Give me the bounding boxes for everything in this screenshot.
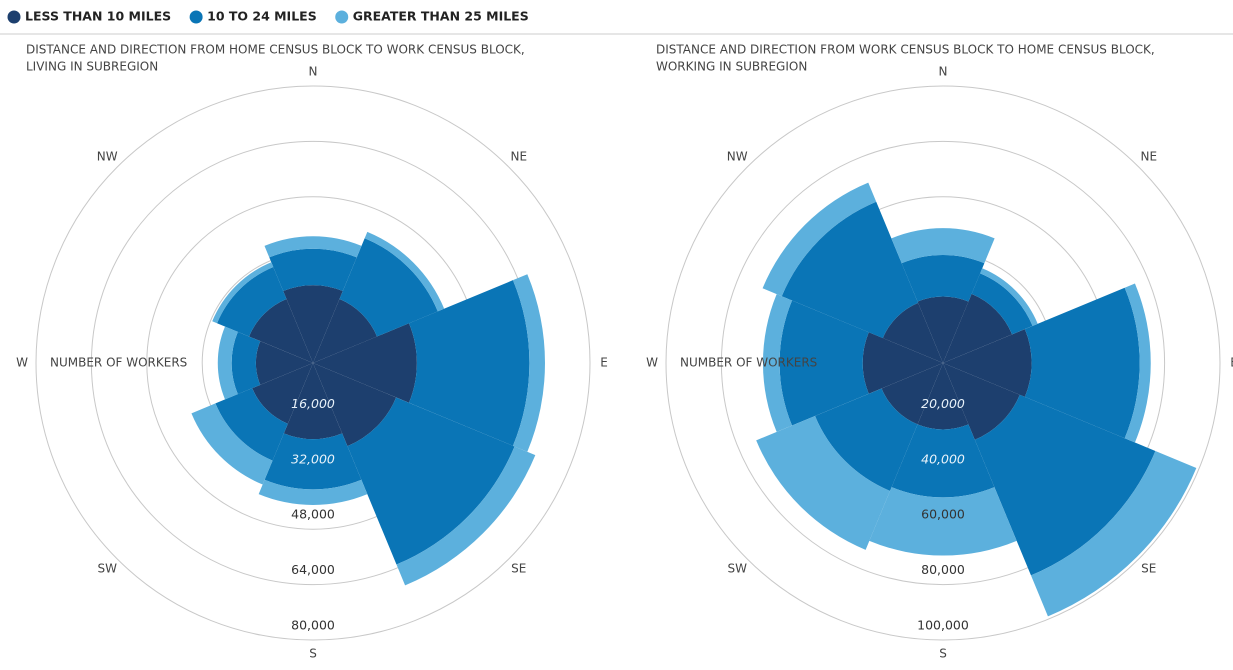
direction-label: NE — [1140, 150, 1157, 164]
wedge — [258, 479, 368, 505]
r-tick-label: 60,000 — [921, 507, 965, 522]
direction-label: W — [646, 356, 658, 370]
wedge — [269, 248, 357, 292]
wedge — [347, 397, 515, 565]
r-tick-label: 80,000 — [921, 562, 965, 577]
wedge — [1030, 450, 1197, 617]
wedge — [191, 403, 273, 485]
direction-label: SE — [1141, 561, 1156, 575]
wedge — [215, 388, 288, 461]
axis-label: NUMBER OF WORKERS — [680, 356, 817, 370]
wedge — [212, 262, 274, 324]
wedge — [901, 254, 985, 302]
direction-label: N — [939, 65, 948, 79]
direction-label: N — [309, 65, 318, 79]
wedge — [264, 236, 362, 258]
wedge — [283, 285, 343, 363]
r-tick-label: 80,000 — [291, 618, 335, 633]
direction-label: W — [16, 356, 28, 370]
r-tick-label: 20,000 — [921, 396, 965, 411]
direction-label: NW — [97, 150, 118, 164]
wedge — [1124, 283, 1151, 443]
wedge — [231, 331, 261, 395]
direction-label: S — [309, 647, 317, 661]
wedge — [779, 300, 869, 426]
wedge — [881, 363, 943, 425]
wedge — [891, 228, 995, 264]
r-tick-label: 40,000 — [921, 451, 965, 466]
wedge — [364, 231, 445, 312]
wedge — [815, 388, 918, 491]
direction-label: E — [1230, 356, 1233, 370]
direction-label: SE — [511, 561, 526, 575]
legend-swatch — [335, 10, 349, 24]
direction-label: E — [600, 356, 608, 370]
wedge — [217, 267, 287, 337]
wedge — [943, 329, 1032, 397]
wedge — [917, 363, 969, 430]
wedge — [217, 326, 238, 400]
wedge — [512, 274, 545, 452]
wedge — [943, 363, 1020, 440]
legend-label: GREATER THAN 25 MILES — [353, 9, 529, 24]
wedge — [943, 293, 1013, 363]
wedge — [252, 363, 313, 424]
legend-swatch — [189, 10, 203, 24]
chart-subtitle: WORKING IN SUBREGION — [656, 60, 807, 74]
wedge — [756, 416, 890, 550]
wedge — [313, 299, 377, 363]
direction-label: SW — [727, 561, 747, 575]
wedge — [980, 268, 1038, 326]
grid-ring — [665, 85, 1221, 641]
wedge — [762, 182, 877, 297]
wedge — [974, 394, 1156, 576]
direction-label: NE — [510, 150, 527, 164]
legend-label: LESS THAN 10 MILES — [25, 9, 171, 24]
wedge — [869, 487, 1017, 556]
wedge — [408, 280, 530, 446]
grid-ring — [35, 85, 591, 641]
legend-swatch — [7, 10, 21, 24]
direction-label: SW — [97, 561, 117, 575]
wedge — [313, 363, 397, 447]
chart-subtitle: DISTANCE AND DIRECTION FROM HOME CENSUS … — [26, 43, 525, 57]
wedge — [1024, 287, 1140, 439]
grid-ring — [720, 140, 1166, 586]
r-tick-label: 16,000 — [291, 396, 335, 411]
wedge — [255, 341, 313, 385]
wedge — [971, 273, 1033, 335]
wedge — [339, 238, 438, 337]
wedge — [249, 299, 313, 363]
wedge — [917, 296, 969, 363]
r-tick-label: 48,000 — [291, 507, 335, 522]
wedge — [264, 433, 362, 490]
wedge — [781, 201, 919, 339]
chart-subtitle: DISTANCE AND DIRECTION FROM WORK CENSUS … — [656, 43, 1155, 57]
legend-label: 10 TO 24 MILES — [207, 9, 317, 24]
wedge — [762, 294, 793, 432]
axis-label: NUMBER OF WORKERS — [50, 356, 187, 370]
direction-label: NW — [727, 150, 748, 164]
direction-label: S — [939, 647, 947, 661]
wedge — [313, 323, 417, 403]
wedge — [862, 332, 943, 394]
r-tick-label: 32,000 — [291, 451, 335, 466]
r-tick-label: 64,000 — [291, 562, 335, 577]
r-tick-label: 100,000 — [917, 618, 969, 633]
chart-subtitle: LIVING IN SUBREGION — [26, 60, 158, 74]
wedge — [396, 446, 536, 586]
wedge — [283, 363, 343, 440]
wedge — [882, 302, 943, 363]
wedge — [891, 424, 995, 498]
